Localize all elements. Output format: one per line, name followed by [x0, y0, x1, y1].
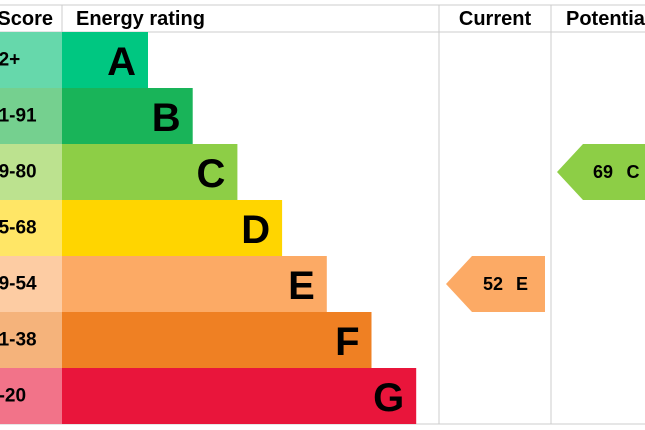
band-bar [62, 368, 417, 424]
band-letter: G [373, 376, 404, 420]
band-bar [62, 32, 148, 88]
band-bar [62, 88, 193, 144]
band-bar [62, 312, 372, 368]
score-cell [0, 88, 62, 144]
score-range: 92+ [0, 50, 20, 71]
band-letter: A [107, 40, 136, 84]
score-range: 55-68 [0, 218, 37, 239]
band-letter: C [197, 152, 226, 196]
score-cell [0, 368, 62, 424]
band-bar [62, 256, 327, 312]
header: Current [459, 8, 532, 30]
potential-letter: C [627, 162, 640, 182]
band-bar [62, 144, 238, 200]
current-score: 52 [483, 274, 503, 294]
score-range: 21-38 [0, 330, 37, 351]
score-range: 69-80 [0, 162, 37, 183]
band-letter: E [288, 264, 315, 308]
bands: 92+ A 81-91 B 69-80 C 55-68 D 39-54 E 21-38 F 1-20 G [0, 32, 417, 424]
score-cell [0, 32, 62, 88]
current-letter: E [516, 274, 528, 294]
score-range: 1-20 [0, 386, 26, 407]
potential-arrow [557, 144, 645, 200]
score-cell [0, 144, 62, 200]
score-range: 81-91 [0, 106, 37, 127]
band-letter: D [241, 208, 270, 252]
score-cell [0, 256, 62, 312]
header: Potential [566, 8, 645, 30]
potential-score: 69 [593, 162, 613, 182]
band-letter: B [152, 96, 181, 140]
current-arrow [446, 256, 545, 312]
band-letter: F [335, 320, 359, 364]
score-range: 39-54 [0, 274, 37, 295]
score-cell [0, 312, 62, 368]
score-cell [0, 200, 62, 256]
header: Score [0, 8, 53, 30]
band-bar [62, 200, 283, 256]
header: Energy rating [76, 8, 205, 30]
